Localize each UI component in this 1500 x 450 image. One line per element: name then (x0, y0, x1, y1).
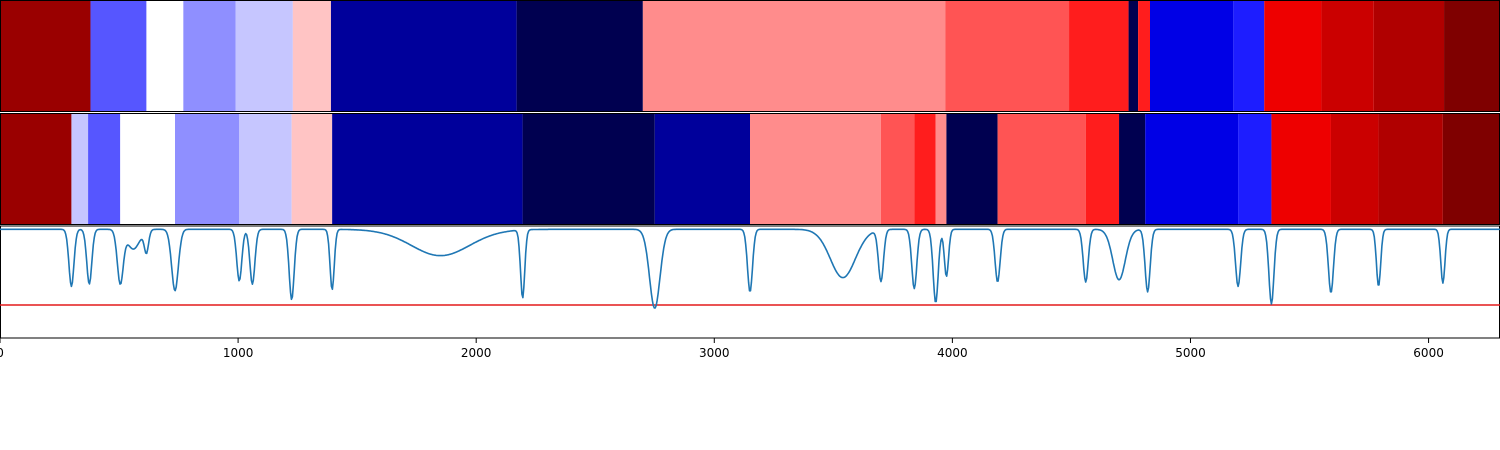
segment (1321, 0, 1374, 112)
x-tick-label: 2000 (461, 346, 492, 360)
segment (880, 113, 915, 225)
segment (914, 113, 936, 225)
segment (1150, 113, 1239, 225)
segment (239, 113, 292, 225)
segment (0, 0, 91, 112)
segment (642, 0, 946, 112)
heatmap-tracks (0, 0, 1500, 225)
x-tick-label: 1000 (223, 346, 254, 360)
x-tick-label: 3000 (699, 346, 730, 360)
segment (516, 0, 643, 112)
segment (146, 0, 184, 112)
segment (522, 113, 655, 225)
segment (291, 113, 333, 225)
x-axis: 0 1000 2000 3000 4000 5000 6000 (0, 338, 1444, 360)
segment (1085, 113, 1120, 225)
track-1 (0, 0, 1500, 112)
segment (1128, 0, 1139, 112)
segment (235, 0, 293, 112)
segment (654, 113, 750, 225)
segment (1442, 113, 1500, 225)
x-tick-label: 6000 (1413, 346, 1444, 360)
segment (1233, 0, 1265, 112)
segment (1330, 113, 1379, 225)
segment (1069, 0, 1129, 112)
segment (183, 0, 236, 112)
segment (1150, 0, 1234, 112)
segment (945, 0, 1070, 112)
signal-line (0, 228, 1500, 309)
x-tick-label: 5000 (1175, 346, 1206, 360)
x-tick-label: 4000 (937, 346, 968, 360)
segment (1238, 113, 1272, 225)
segment (997, 113, 1086, 225)
segment (1444, 0, 1500, 112)
segment (88, 113, 121, 225)
signal-panel (0, 225, 1500, 339)
segment (1138, 0, 1150, 112)
segment (1271, 113, 1331, 225)
signal-frame (0, 225, 1500, 339)
segment (750, 113, 881, 225)
segment (120, 113, 175, 225)
x-tick-label: 0 (0, 346, 4, 360)
track-2 (0, 113, 1500, 225)
segment (332, 113, 523, 225)
segment (71, 113, 89, 225)
segment (175, 113, 240, 225)
segment (1264, 0, 1322, 112)
segment (935, 113, 947, 225)
segment (90, 0, 147, 112)
segment (1145, 113, 1150, 225)
segment (1378, 113, 1443, 225)
segment (0, 113, 72, 225)
segment (1373, 0, 1445, 112)
segment (946, 113, 998, 225)
segment (330, 0, 517, 112)
segment (1119, 113, 1146, 225)
segment (292, 0, 331, 112)
